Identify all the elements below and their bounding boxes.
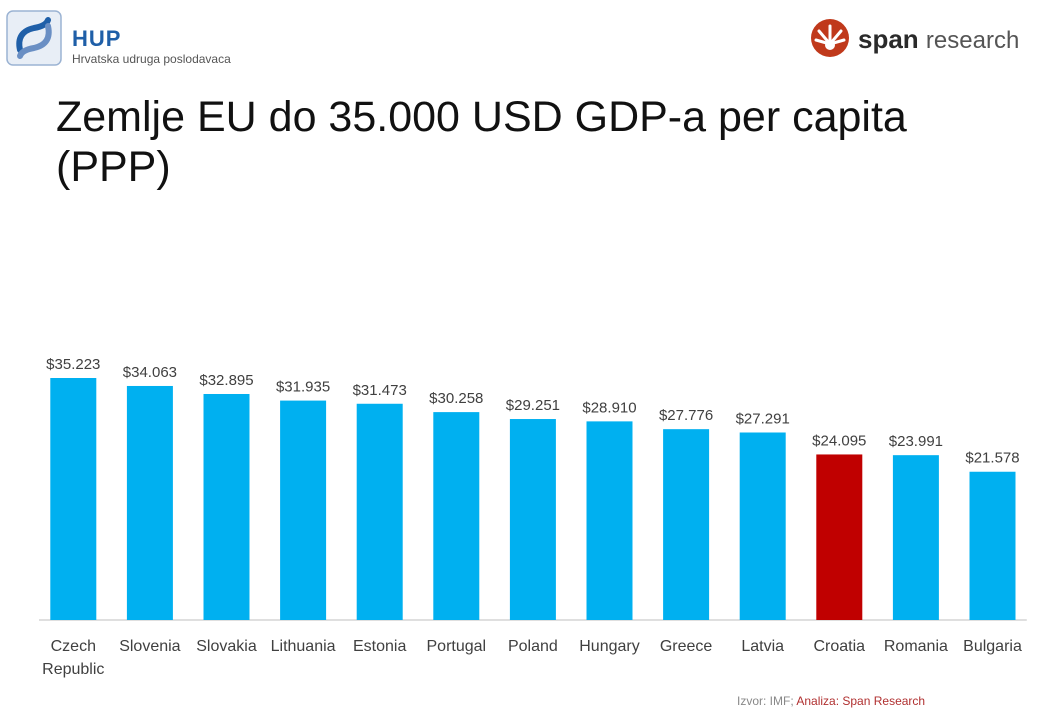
category-label: Romania [884, 638, 948, 655]
category-label: Croatia [814, 638, 866, 655]
page-title: Zemlje EU do 35.000 USD GDP-a per capita… [56, 92, 956, 192]
data-label: $23.991 [889, 433, 943, 450]
data-label: $31.935 [276, 379, 330, 396]
category-label: Portugal [427, 638, 487, 655]
category-label: Slovakia [196, 638, 257, 655]
category-label: Poland [508, 638, 558, 655]
bar-bulgaria [969, 471, 1016, 620]
bar-portugal [433, 412, 480, 620]
partner-name-light: research [925, 27, 1020, 54]
source-analysis: Analiza: Span Research [796, 694, 926, 708]
data-label: $21.578 [965, 450, 1019, 467]
category-label: Czech [51, 638, 96, 655]
data-label: $24.095 [812, 432, 866, 449]
data-label: $27.776 [659, 407, 713, 424]
bar-poland [509, 419, 556, 620]
partner-name: span research [858, 24, 1019, 55]
page-title-line-1: Zemlje EU do 35.000 USD GDP-a per capita [56, 93, 907, 141]
bar-estonia [356, 403, 403, 620]
category-label: Bulgaria [963, 638, 1022, 655]
hup-logo-icon [6, 10, 62, 66]
category-label: Hungary [579, 638, 639, 655]
data-label: $34.063 [123, 364, 177, 381]
org-subtitle: Hrvatska udruga poslodavaca [72, 52, 231, 66]
category-label: Republic [42, 661, 104, 678]
partner-name-bold: span [858, 24, 919, 54]
data-label: $35.223 [46, 356, 100, 373]
page-title-line-2: (PPP) [56, 143, 171, 191]
data-label: $29.251 [506, 397, 560, 414]
data-label: $27.291 [736, 410, 790, 427]
category-label: Slovenia [119, 638, 180, 655]
bar-slovakia [203, 393, 250, 620]
category-label: Lithuania [271, 638, 336, 655]
bar-latvia [739, 432, 786, 620]
data-label: $32.895 [199, 372, 253, 389]
bar-slovenia [126, 385, 173, 620]
bar-czech-republic [50, 378, 97, 620]
data-label: $28.910 [582, 399, 636, 416]
bar-croatia [816, 454, 863, 620]
data-label: $30.258 [429, 390, 483, 407]
category-label: Greece [660, 638, 713, 655]
source-note: Izvor: IMF; Analiza: Span Research [737, 694, 925, 708]
source-prefix: Izvor: IMF; [737, 694, 797, 708]
bar-lithuania [280, 400, 327, 620]
bar-greece [663, 429, 710, 620]
category-label: Latvia [741, 638, 784, 655]
bar-romania [892, 455, 939, 620]
data-label: $31.473 [353, 382, 407, 399]
org-name: HUP [72, 26, 122, 51]
span-logo-icon [811, 19, 849, 57]
category-label: Estonia [353, 638, 406, 655]
bar-hungary [586, 421, 633, 620]
